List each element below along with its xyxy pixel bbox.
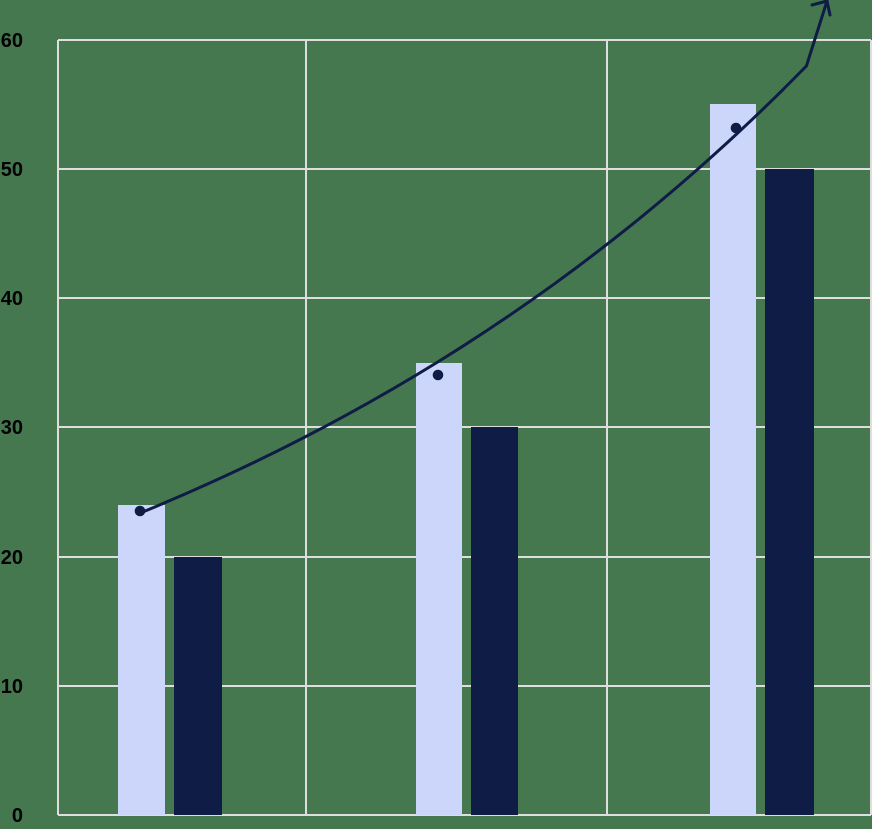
svg-text:30: 30 [1, 417, 23, 439]
svg-text:50: 50 [1, 159, 23, 181]
svg-text:10: 10 [1, 676, 23, 698]
svg-text:40: 40 [1, 288, 23, 310]
svg-text:20: 20 [1, 547, 23, 569]
svg-text:0: 0 [12, 805, 23, 827]
svg-text:60: 60 [1, 30, 23, 52]
